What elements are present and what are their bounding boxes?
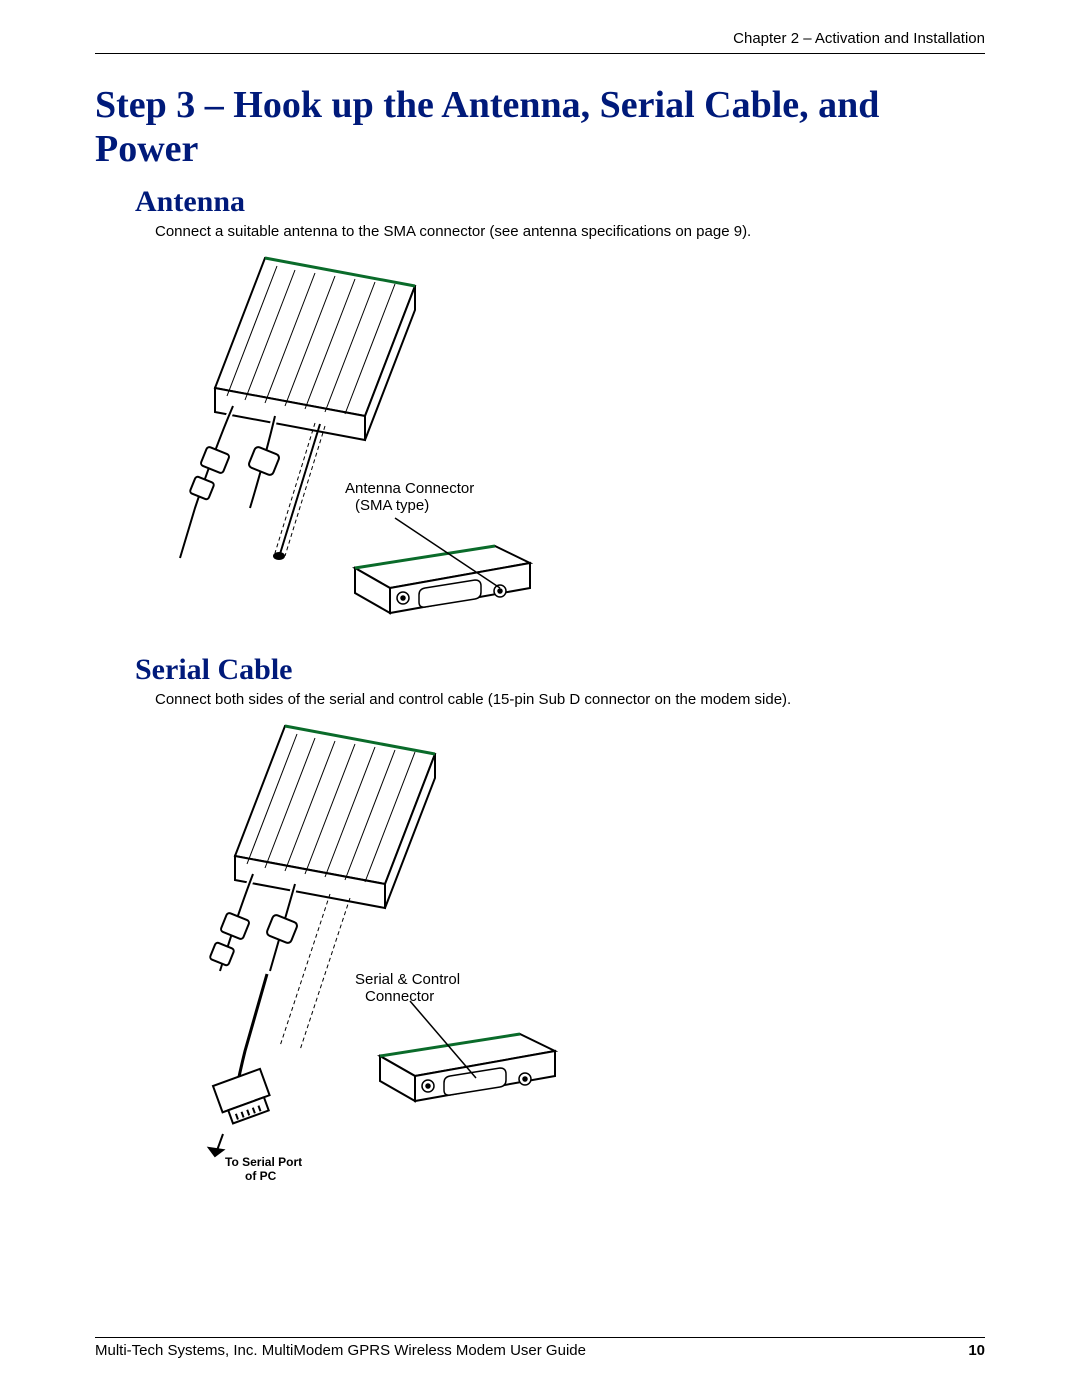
antenna-connector-label-l2: (SMA type) (355, 497, 429, 514)
page-content: Chapter 2 – Activation and Installation … (95, 30, 985, 1231)
section-serial-title: Serial Cable (135, 653, 985, 687)
serial-connector-label-l2: Connector (365, 988, 434, 1005)
to-pc-label-l1: To Serial Port (225, 1155, 302, 1169)
main-title: Step 3 – Hook up the Antenna, Serial Cab… (95, 84, 985, 171)
serial-connector-label-l1: Serial & Control (355, 971, 460, 988)
serial-paragraph: Connect both sides of the serial and con… (155, 691, 985, 708)
page-footer: Multi-Tech Systems, Inc. MultiModem GPRS… (95, 1337, 985, 1359)
serial-figure: Serial & Control Connector To Serial Por… (155, 716, 985, 1201)
section-antenna-title: Antenna (135, 185, 985, 219)
chapter-header: Chapter 2 – Activation and Installation (95, 30, 985, 54)
antenna-connector-label-l1: Antenna Connector (345, 480, 474, 497)
to-pc-label-l2: of PC (245, 1169, 277, 1183)
footer-text: Multi-Tech Systems, Inc. MultiModem GPRS… (95, 1342, 586, 1359)
antenna-figure: Antenna Connector (SMA type) (155, 248, 985, 623)
footer-page-number: 10 (968, 1342, 985, 1359)
antenna-paragraph: Connect a suitable antenna to the SMA co… (155, 223, 985, 240)
